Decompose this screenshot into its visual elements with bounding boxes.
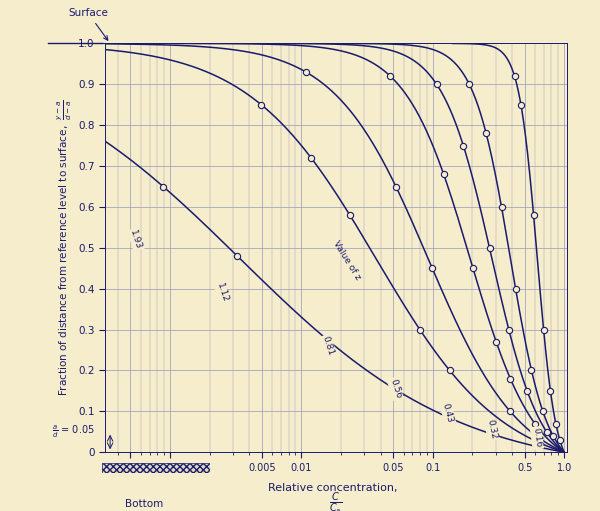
Text: 0.32: 0.32	[485, 419, 498, 440]
Text: 0.16: 0.16	[531, 427, 543, 449]
Text: Value of z: Value of z	[331, 239, 362, 281]
Text: 1.12: 1.12	[215, 282, 230, 304]
Text: 1.93: 1.93	[128, 229, 143, 250]
Y-axis label: Fraction of distance from reference level to surface,  $\frac{y - a}{d - a}$: Fraction of distance from reference leve…	[55, 100, 74, 396]
Text: $\frac{C}{C_a}$: $\frac{C}{C_a}$	[329, 491, 343, 511]
Text: Bottom: Bottom	[125, 499, 163, 509]
Text: 0.81: 0.81	[321, 335, 335, 357]
Text: 0.43: 0.43	[441, 403, 455, 424]
Text: $\frac{a}{d}$ = 0.05: $\frac{a}{d}$ = 0.05	[52, 424, 95, 440]
Text: Surface: Surface	[68, 9, 109, 40]
Text: 0.56: 0.56	[388, 378, 403, 400]
Text: Relative concentration,: Relative concentration,	[268, 483, 404, 493]
